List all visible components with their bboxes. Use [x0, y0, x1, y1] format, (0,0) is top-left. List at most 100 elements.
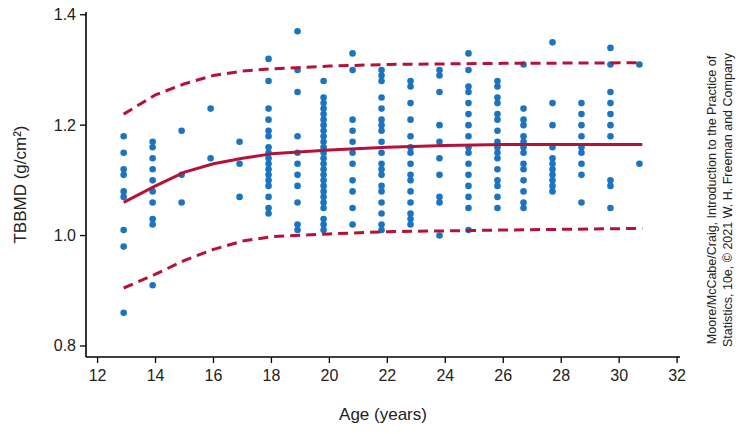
data-point	[520, 188, 527, 195]
data-point	[149, 199, 156, 206]
data-point	[494, 205, 501, 212]
data-point	[520, 105, 527, 112]
credit: Moore/McCabe/Craig, Introduction to the …	[705, 55, 719, 344]
data-point	[378, 199, 385, 206]
data-point	[349, 188, 356, 195]
x-tick	[503, 357, 504, 363]
data-point	[265, 116, 272, 123]
y-tick	[80, 125, 86, 126]
data-point	[465, 133, 472, 140]
x-tick	[271, 357, 272, 363]
data-point	[265, 183, 272, 190]
data-point	[320, 227, 327, 234]
data-point	[465, 67, 472, 74]
data-point	[149, 177, 156, 184]
data-point	[378, 127, 385, 134]
data-point	[149, 282, 156, 289]
data-point	[349, 127, 356, 134]
data-point	[578, 100, 585, 107]
data-point	[407, 199, 414, 206]
data-point	[349, 177, 356, 184]
data-point	[436, 199, 443, 206]
data-point	[236, 161, 243, 168]
x-axis-label: Age (years)	[339, 405, 427, 424]
data-point	[549, 188, 556, 195]
data-point	[636, 161, 643, 168]
x-tick	[676, 357, 677, 363]
data-point	[349, 138, 356, 145]
data-point	[607, 205, 614, 212]
x-tick-label: 18	[263, 367, 281, 384]
x-tick-label: 14	[147, 367, 165, 384]
y-tick-label: 1.0	[54, 227, 76, 244]
data-point	[178, 199, 185, 206]
data-point	[294, 227, 301, 234]
data-point	[436, 232, 443, 239]
data-point	[607, 100, 614, 107]
y-tick	[80, 14, 86, 15]
data-point	[436, 138, 443, 145]
x-tick-label: 16	[205, 367, 223, 384]
data-point	[378, 172, 385, 179]
data-point	[120, 133, 127, 140]
data-point	[378, 105, 385, 112]
y-tick-label: 0.8	[54, 337, 76, 354]
y-tick-label: 1.4	[54, 6, 76, 23]
x-tick-label: 28	[552, 367, 570, 384]
plot-area	[120, 28, 642, 316]
data-point	[407, 133, 414, 140]
x-tick	[329, 357, 330, 363]
x-tick	[213, 357, 214, 363]
chart: 12141618202224262830320.81.01.21.4Age (y…	[0, 0, 743, 434]
y-axis-label: TBBMD (g/cm²)	[11, 125, 30, 243]
data-point	[636, 61, 643, 68]
data-point	[494, 116, 501, 123]
dashed-curve	[124, 63, 643, 114]
data-point	[465, 111, 472, 118]
data-point	[378, 138, 385, 145]
data-point	[578, 111, 585, 118]
data-point	[236, 138, 243, 145]
data-point	[465, 122, 472, 129]
x-tick-label: 26	[494, 367, 512, 384]
data-point	[494, 166, 501, 173]
data-point	[407, 149, 414, 156]
x-axis	[86, 356, 680, 358]
data-point	[149, 166, 156, 173]
x-tick-label: 22	[378, 367, 396, 384]
data-point	[607, 45, 614, 52]
data-point	[520, 177, 527, 184]
data-point	[407, 177, 414, 184]
data-point	[407, 221, 414, 228]
y-tick	[80, 235, 86, 236]
fit-curve	[124, 144, 643, 202]
data-point	[465, 50, 472, 57]
data-point	[436, 72, 443, 79]
data-point	[494, 155, 501, 162]
data-point	[578, 172, 585, 179]
data-point	[578, 149, 585, 156]
data-point	[207, 155, 214, 162]
data-point	[578, 199, 585, 206]
data-point	[436, 122, 443, 129]
data-point	[378, 149, 385, 156]
data-point	[265, 105, 272, 112]
data-point	[494, 100, 501, 107]
data-point	[465, 149, 472, 156]
y-tick	[80, 345, 86, 346]
data-point	[465, 183, 472, 190]
data-point	[294, 89, 301, 96]
data-point	[320, 205, 327, 212]
data-point	[520, 122, 527, 129]
data-point	[349, 221, 356, 228]
data-point	[349, 161, 356, 168]
data-point	[494, 127, 501, 134]
data-point	[236, 194, 243, 201]
data-point	[436, 89, 443, 96]
data-point	[349, 67, 356, 74]
x-tick	[97, 357, 98, 363]
data-point	[436, 172, 443, 179]
credit: Statistics, 10e, © 2021 W. H. Freeman an…	[721, 52, 735, 347]
data-point	[607, 122, 614, 129]
data-point	[207, 105, 214, 112]
